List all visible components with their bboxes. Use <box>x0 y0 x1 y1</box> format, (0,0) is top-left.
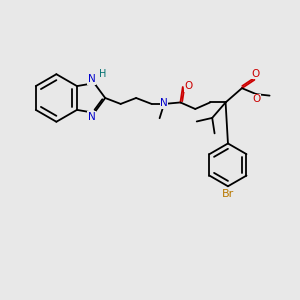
Text: N: N <box>160 98 168 108</box>
Text: H: H <box>99 69 107 79</box>
Text: O: O <box>184 81 193 92</box>
Text: O: O <box>252 94 260 104</box>
Text: N: N <box>88 74 96 84</box>
Text: O: O <box>252 69 260 79</box>
Text: N: N <box>88 112 96 122</box>
Text: Br: Br <box>222 189 234 199</box>
